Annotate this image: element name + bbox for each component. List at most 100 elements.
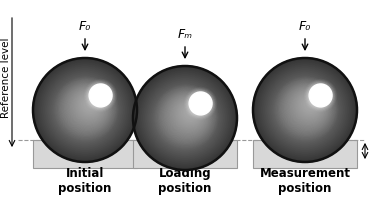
Text: Loading
position: Loading position [158,167,212,195]
Circle shape [149,82,221,154]
Circle shape [298,93,322,117]
Circle shape [80,105,90,115]
Circle shape [54,79,116,141]
Circle shape [189,92,212,115]
Circle shape [296,91,324,119]
Circle shape [277,79,336,138]
Circle shape [61,81,114,134]
Text: Fₘ: Fₘ [178,28,192,41]
Circle shape [137,70,233,166]
Circle shape [280,85,330,135]
Circle shape [52,77,118,143]
Circle shape [276,79,336,139]
Circle shape [153,86,217,150]
Circle shape [295,100,315,120]
Circle shape [53,78,118,142]
Circle shape [301,95,320,114]
Circle shape [282,87,329,133]
Circle shape [43,68,127,152]
Circle shape [190,108,195,113]
Circle shape [259,64,351,156]
Circle shape [166,93,210,137]
Circle shape [179,112,191,124]
Circle shape [272,78,337,142]
Circle shape [62,87,108,133]
Circle shape [60,85,110,135]
Circle shape [300,105,310,115]
Circle shape [282,87,328,133]
Circle shape [308,99,316,107]
Circle shape [145,78,225,158]
Circle shape [56,79,117,139]
Circle shape [142,75,228,161]
Circle shape [88,99,96,107]
Circle shape [167,93,209,136]
Circle shape [192,109,194,111]
Circle shape [87,99,96,108]
Circle shape [187,106,197,116]
Circle shape [42,67,128,153]
Circle shape [267,72,343,148]
Circle shape [61,82,113,134]
Circle shape [293,98,317,122]
Circle shape [66,85,110,129]
Circle shape [271,76,339,144]
Circle shape [278,83,332,137]
Circle shape [256,61,354,159]
Circle shape [65,84,111,130]
Circle shape [80,105,90,115]
Circle shape [169,102,201,134]
Circle shape [148,81,222,155]
Circle shape [162,90,212,141]
Circle shape [72,97,98,123]
Circle shape [90,100,95,105]
Circle shape [83,96,99,112]
Circle shape [175,98,205,128]
Circle shape [283,83,332,132]
Circle shape [275,79,336,141]
Circle shape [260,65,350,155]
Circle shape [303,96,319,112]
Circle shape [167,94,209,136]
Circle shape [291,96,319,124]
Circle shape [310,100,314,105]
Circle shape [269,74,341,146]
Circle shape [141,74,229,162]
Circle shape [165,92,211,138]
Circle shape [295,100,315,120]
Circle shape [56,81,114,139]
Circle shape [80,94,101,116]
Circle shape [86,98,97,109]
Circle shape [189,92,212,115]
Circle shape [81,95,100,114]
Circle shape [63,83,112,133]
Circle shape [71,88,107,124]
Circle shape [75,100,95,120]
Circle shape [272,77,338,143]
Circle shape [57,79,116,138]
Circle shape [41,66,128,154]
Circle shape [263,68,347,152]
Circle shape [70,87,108,125]
Circle shape [270,76,339,144]
Circle shape [166,99,204,137]
Text: F₀: F₀ [79,20,91,33]
Circle shape [175,99,204,128]
Circle shape [278,83,332,137]
Circle shape [188,107,196,115]
Circle shape [73,98,97,122]
Circle shape [191,109,194,112]
Circle shape [289,94,321,126]
Circle shape [262,67,348,153]
Circle shape [301,106,309,114]
Circle shape [69,87,108,126]
Text: Initial
position: Initial position [58,167,112,195]
Circle shape [169,95,208,133]
Circle shape [178,112,192,124]
Circle shape [182,103,200,121]
Circle shape [186,106,198,117]
Circle shape [135,68,235,168]
Circle shape [296,92,323,119]
Circle shape [286,91,324,129]
Bar [33,140,137,168]
